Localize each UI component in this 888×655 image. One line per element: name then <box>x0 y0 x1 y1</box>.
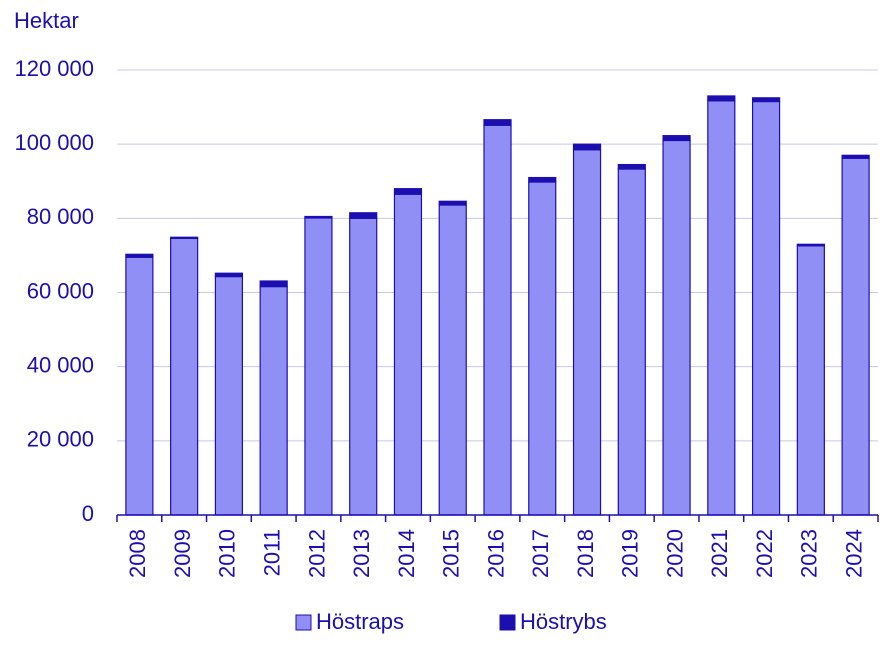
x-tick-label: 2020 <box>662 529 687 578</box>
bar-segment <box>259 280 288 288</box>
bar-segment <box>796 245 825 516</box>
bar-segment <box>125 253 154 258</box>
legend-label: Höstrybs <box>520 609 607 634</box>
x-tick-label: 2008 <box>125 529 150 578</box>
bar-segment <box>796 243 825 247</box>
bar-segment <box>528 181 557 516</box>
y-tick-label: 80 000 <box>27 204 94 229</box>
y-axis-label: Hektar <box>14 8 79 33</box>
x-tick-label: 2012 <box>304 529 329 578</box>
bar-segment <box>751 100 781 516</box>
x-tick-label: 2014 <box>394 529 419 578</box>
bar-segment <box>662 139 691 516</box>
y-tick-label: 20 000 <box>27 427 94 452</box>
bar-segment <box>170 237 199 516</box>
bar-segment <box>259 285 288 516</box>
bar-segment <box>572 149 602 516</box>
bar-segment <box>214 275 244 516</box>
bar-segment <box>304 215 333 219</box>
x-tick-label: 2023 <box>797 529 822 578</box>
bar-segment <box>572 143 602 151</box>
bar-segment <box>528 176 557 183</box>
bar-segment <box>438 204 467 516</box>
y-tick-label: 100 000 <box>14 130 94 155</box>
x-tick-label: 2022 <box>752 529 777 578</box>
x-tick-label: 2015 <box>439 529 464 578</box>
bar-segment <box>707 95 736 102</box>
x-tick-label: 2021 <box>707 529 732 578</box>
legend-label: Höstraps <box>316 609 404 634</box>
x-tick-label: 2011 <box>259 529 284 576</box>
x-tick-label: 2019 <box>618 529 643 578</box>
y-tick-label: 0 <box>82 501 94 526</box>
legend-swatch <box>499 614 516 631</box>
bar-segment <box>841 157 870 516</box>
bar-segment <box>707 100 736 516</box>
bar-segment <box>617 168 646 516</box>
bar-segment <box>617 163 646 170</box>
x-tick-label: 2009 <box>170 529 195 578</box>
bar-segment <box>751 97 781 103</box>
x-tick-label: 2010 <box>215 529 240 578</box>
bar-segment <box>483 124 512 516</box>
bar-segment <box>393 193 423 516</box>
y-tick-label: 60 000 <box>27 278 94 303</box>
bar-segment <box>349 217 378 516</box>
bar-segment <box>393 188 423 195</box>
x-tick-label: 2018 <box>573 529 598 578</box>
bar-segment <box>438 200 467 206</box>
bar-segment <box>483 119 512 126</box>
bar-segment <box>125 256 154 516</box>
bar-segment <box>304 217 333 516</box>
x-tick-label: 2017 <box>528 529 553 578</box>
bar-segment <box>349 212 378 219</box>
bar-segment <box>170 236 199 239</box>
y-tick-label: 40 000 <box>27 352 94 377</box>
legend-swatch <box>295 614 312 631</box>
y-tick-label: 120 000 <box>14 56 94 81</box>
x-tick-label: 2016 <box>483 529 508 578</box>
bar-segment <box>841 154 870 159</box>
bar-segment <box>214 272 244 278</box>
bar-segment <box>662 135 691 142</box>
x-tick-label: 2013 <box>349 529 374 578</box>
x-tick-label: 2024 <box>841 529 866 578</box>
